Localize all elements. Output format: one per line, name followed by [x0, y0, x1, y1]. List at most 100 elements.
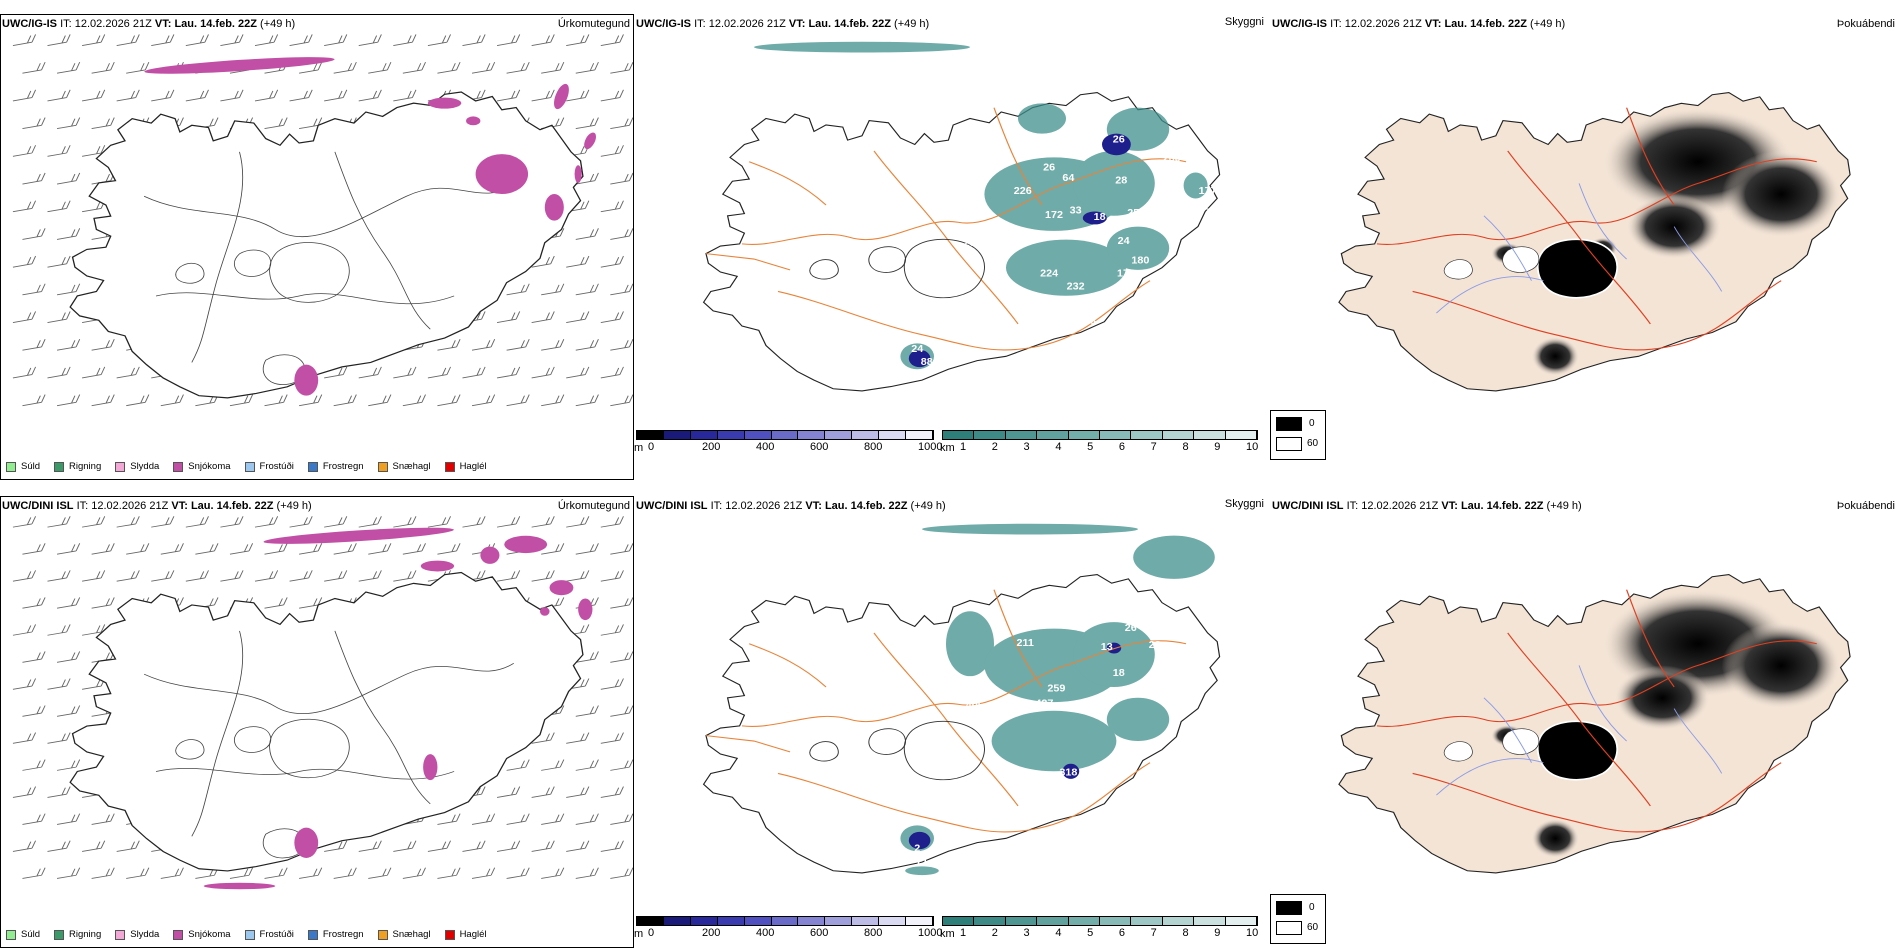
fog-key-light-label: 60: [1307, 438, 1319, 449]
cloud-height-label: 26: [1043, 163, 1055, 173]
fog-key-light-label: 60: [1307, 922, 1319, 933]
lead-time: (+49 h): [910, 500, 946, 512]
legend-item: Rigning: [54, 929, 101, 940]
legend-label: Haglél: [459, 929, 487, 940]
cloud-height-label: 41: [1197, 202, 1209, 212]
legend-swatch: [6, 461, 16, 472]
wind-barb: [566, 840, 590, 852]
wind-barb: [600, 145, 624, 157]
colorbar-swatch: [906, 917, 933, 925]
colorbar-swatch: [744, 431, 772, 439]
wind-barb: [185, 89, 209, 102]
wind-barb: [22, 117, 46, 130]
cloud-height-label: 33: [1070, 206, 1082, 216]
cloud-height-label: 71: [916, 857, 928, 867]
wind-barb: [56, 172, 81, 185]
roads: [705, 589, 1187, 833]
wind-barb: [324, 516, 348, 528]
it-value: 12.02.2026 21Z: [708, 18, 786, 30]
vis-bar-unit: km: [940, 928, 955, 940]
cloud-height-label: 172: [1045, 210, 1063, 220]
panel-title: Þokuábendi: [1836, 18, 1895, 30]
legend-item: Haglél: [444, 461, 487, 472]
wind-barb: [496, 89, 521, 102]
colorbar-tick-label: 2: [991, 927, 998, 939]
wind-barb: [402, 394, 426, 407]
fog-areas: [1491, 107, 1841, 376]
legend-label: Snæhagl: [392, 929, 431, 940]
visibility-colorbar: km 1 2 3 4 5 6 7 8 9 10: [940, 430, 1258, 460]
cloud-height-label: 13: [1084, 316, 1096, 326]
wind-barb: [541, 283, 565, 296]
snow-areas: [203, 527, 593, 890]
wind-barb: [254, 34, 279, 46]
wind-barb: [289, 570, 313, 582]
wind-barb: [12, 678, 37, 690]
vis-bar-swatches: [942, 430, 1258, 440]
cloud-height-label: 405: [966, 701, 984, 711]
wind-barb: [531, 366, 555, 379]
wind-barb: [91, 543, 115, 555]
cloud-height-label: 26: [1125, 623, 1137, 633]
wind-barb: [56, 61, 81, 74]
colorbar-tick-label: 2: [991, 441, 998, 453]
wind-barb: [160, 543, 184, 555]
wind-barb: [56, 394, 81, 407]
vis-bar-ticks: 1 2 3 4 5 6 7 8 9 10: [960, 441, 1258, 455]
cloud-height-label: 14: [1115, 593, 1127, 603]
wind-barb: [12, 311, 37, 323]
wind-barb: [160, 867, 184, 879]
wind-barb: [91, 338, 115, 351]
panel-title: Þokuábendi: [1836, 500, 1895, 512]
wind-barb: [462, 366, 486, 379]
lead-time: (+49 h): [260, 18, 296, 30]
wind-barb: [220, 516, 244, 528]
wind-barb: [12, 366, 37, 379]
wind-barb: [368, 867, 392, 879]
legend-label: Slydda: [130, 929, 160, 940]
colorbar-swatch: [852, 431, 880, 439]
panel-header: UWC/DINI ISL IT: 12.02.2026 21Z VT: Lau.…: [2, 500, 312, 512]
wind-barb: [47, 255, 71, 268]
rivers: [1436, 665, 1723, 796]
wind-barb: [575, 61, 599, 74]
wind-barb: [600, 34, 624, 46]
vt-value: Lau. 14.feb. 22Z: [808, 18, 891, 30]
cloud-height-label: 28: [1149, 640, 1161, 650]
wind-barb: [116, 89, 140, 102]
wind-barb: [610, 597, 633, 609]
height-bar-ticks: 0 200 400 600 800 1000: [648, 441, 942, 455]
panel-header: UWC/DINI ISL IT: 12.02.2026 21Z VT: Lau.…: [1272, 500, 1582, 512]
wind-barb: [358, 89, 382, 102]
legend-item: Frostúði: [244, 461, 294, 472]
wind-barb: [81, 624, 106, 636]
cloud-height-label: 26: [1096, 766, 1108, 776]
colorbar-swatch: [1194, 431, 1226, 439]
legend-swatch: [377, 929, 388, 940]
wind-barb: [610, 867, 633, 879]
colorbar-swatch: [879, 431, 907, 439]
wind-barb: [12, 145, 37, 157]
wind-barb: [116, 366, 140, 379]
wind-barb: [437, 338, 461, 351]
wind-barb: [531, 570, 555, 582]
cloud-height-label: 177: [1199, 187, 1217, 197]
wind-barb: [91, 597, 115, 609]
colorbar-tick-label: 600: [810, 441, 829, 453]
wind-barb: [229, 543, 254, 555]
wind-barb: [358, 570, 382, 582]
wind-barb: [264, 543, 288, 555]
wind-barb: [56, 597, 81, 609]
wind-barb: [600, 366, 624, 379]
wind-barb: [47, 145, 71, 157]
wind-barb: [531, 732, 555, 744]
wind-barb: [47, 311, 71, 323]
wind-barb: [541, 759, 565, 771]
colorbar-swatch: [825, 917, 853, 925]
legend-label: Snjókoma: [188, 929, 231, 940]
wind-barb: [116, 34, 140, 46]
wind-barb: [541, 867, 565, 879]
colorbar-tick-label: 0: [648, 441, 655, 453]
colorbar-tick-label: 10: [1246, 927, 1259, 939]
legend-item: Snjókoma: [173, 461, 231, 472]
